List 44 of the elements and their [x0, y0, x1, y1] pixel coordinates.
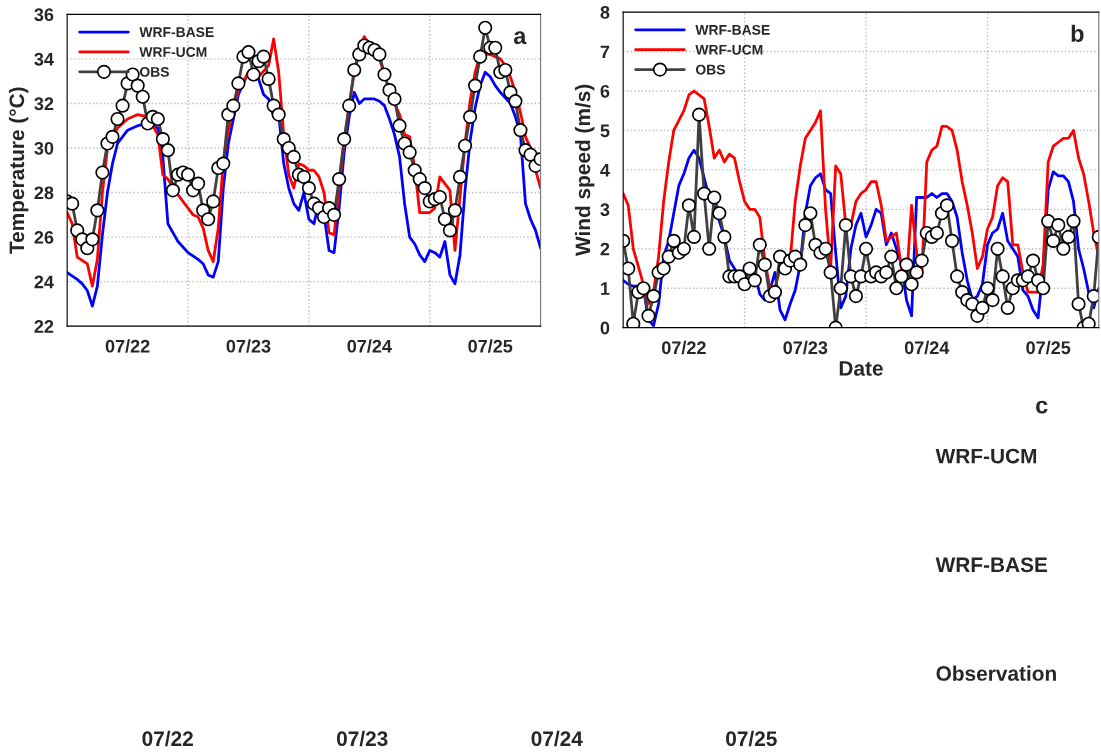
text: c	[1036, 400, 1048, 414]
x-tick-label: 07/24	[347, 339, 392, 353]
x-tick-label: 07/22	[105, 339, 150, 353]
y-tick-label: 34	[34, 52, 54, 66]
y-axis-title: Wind speed (m/s)	[574, 84, 595, 256]
y-axis-title: Temperature (°C)	[8, 87, 29, 254]
x-tick-label: 07/23	[783, 340, 828, 355]
category-label: 07/24	[531, 730, 583, 747]
y-tick-label: 30	[34, 141, 54, 155]
legend-label: WRF-UCM	[695, 44, 763, 55]
text: WRF-UCM	[935, 448, 1037, 464]
chart-title: a	[513, 31, 527, 45]
y-tick-label: 36	[34, 8, 54, 22]
y-tick-label: 24	[34, 275, 54, 289]
legend-label: OBS	[695, 64, 725, 75]
category-label: 07/25	[726, 730, 777, 747]
x-tick-label: 07/25	[468, 339, 513, 353]
y-tick-label: 22	[34, 320, 54, 333]
x-tick-label: 07/23	[226, 339, 271, 353]
y-tick-label: 28	[34, 186, 54, 200]
text: Observation	[936, 665, 1056, 681]
category-label: 07/23	[336, 730, 388, 747]
y-tick-label: 2	[600, 242, 610, 256]
y-tick-label: 7	[600, 45, 610, 59]
y-tick-label: 4	[600, 164, 610, 177]
y-tick-label: 0	[600, 321, 610, 335]
y-tick-label: 26	[34, 231, 54, 244]
x-tick-label: 07/25	[1026, 340, 1071, 355]
y-tick-label: 1	[601, 282, 610, 295]
y-tick-label: 3	[600, 203, 610, 217]
x-tick-label: 07/24	[904, 340, 950, 355]
chart-title: b	[1071, 24, 1084, 43]
y-tick-label: 32	[34, 97, 54, 111]
x-tick-label: 07/22	[662, 340, 706, 355]
x-axis-title: Date	[839, 361, 883, 376]
legend-label: OBS	[139, 66, 169, 77]
legend-label: WRF-BASE	[139, 27, 214, 38]
y-tick-label: 5	[600, 124, 610, 138]
y-tick-label: 8	[600, 6, 610, 19]
legend-label: WRF-BASE	[695, 24, 770, 35]
category-label: 07/22	[142, 730, 193, 747]
text: WRF-BASE	[935, 557, 1048, 573]
legend-label: WRF-UCM	[139, 47, 207, 57]
y-tick-label: 6	[600, 84, 610, 98]
